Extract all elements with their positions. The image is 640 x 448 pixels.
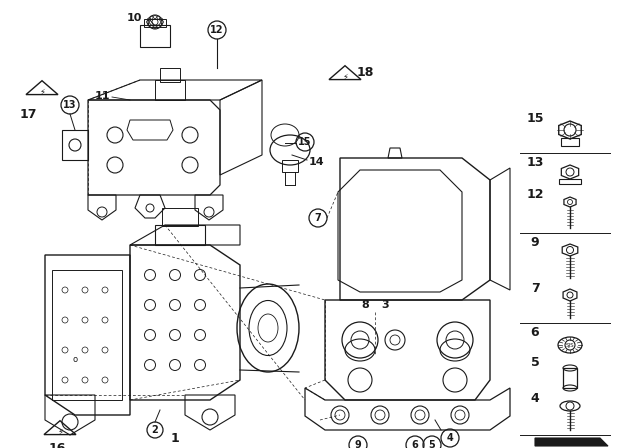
Bar <box>559 179 581 184</box>
Text: 12: 12 <box>211 25 224 35</box>
Text: 13: 13 <box>526 156 544 169</box>
Text: 9: 9 <box>531 237 540 250</box>
Bar <box>282 160 298 172</box>
Text: 5: 5 <box>429 440 435 448</box>
Text: 4: 4 <box>447 433 453 443</box>
Text: 7: 7 <box>531 281 540 294</box>
Bar <box>162 208 198 226</box>
Text: 3: 3 <box>381 300 389 310</box>
Bar <box>155 80 185 100</box>
Text: 2: 2 <box>152 425 158 435</box>
Text: 11: 11 <box>94 91 109 101</box>
Text: 13: 13 <box>63 100 77 110</box>
Text: 14: 14 <box>308 157 324 167</box>
Text: 6: 6 <box>412 440 419 448</box>
Text: ⚡: ⚡ <box>57 427 63 436</box>
Text: 4: 4 <box>531 392 540 405</box>
Text: 1: 1 <box>171 431 179 444</box>
Polygon shape <box>535 438 608 446</box>
Text: 16: 16 <box>48 441 66 448</box>
Text: 17: 17 <box>19 108 36 121</box>
Bar <box>160 68 180 82</box>
Text: 10: 10 <box>127 13 142 23</box>
Text: 15: 15 <box>298 137 312 147</box>
Text: o: o <box>72 356 77 365</box>
Text: 6: 6 <box>531 326 540 339</box>
Bar <box>144 19 166 27</box>
Text: 18: 18 <box>356 65 374 78</box>
Text: 12: 12 <box>526 189 544 202</box>
Text: 8: 8 <box>361 300 369 310</box>
Text: 7: 7 <box>315 213 321 223</box>
Text: ⚡: ⚡ <box>39 87 45 96</box>
Text: SJS: SJS <box>566 343 574 348</box>
Text: 5: 5 <box>531 356 540 369</box>
Text: 9: 9 <box>355 440 362 448</box>
Text: 15: 15 <box>526 112 544 125</box>
Bar <box>155 225 205 245</box>
Bar <box>563 368 577 388</box>
Text: ⚡: ⚡ <box>342 73 348 82</box>
Bar <box>140 25 170 47</box>
Text: 00178988: 00178988 <box>545 439 591 448</box>
Bar <box>52 270 122 400</box>
Bar <box>561 138 579 146</box>
